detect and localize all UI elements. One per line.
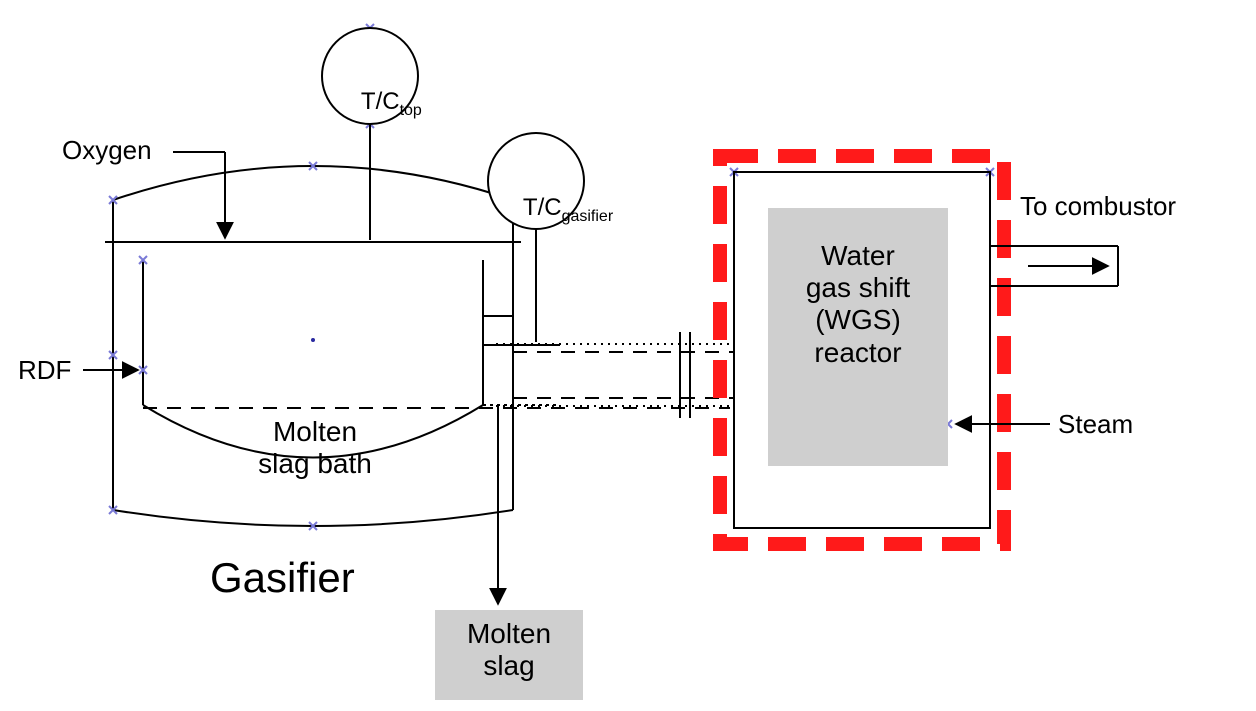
tc-gasifier [488, 133, 584, 342]
tc-gas-sub: gasifier [562, 207, 614, 224]
diagram-canvas [0, 0, 1256, 711]
tc-gas-main: T/C [523, 194, 562, 221]
label-oxygen: Oxygen [62, 136, 152, 166]
tc-top-main: T/C [361, 88, 400, 115]
label-gasifier: Gasifier [210, 554, 355, 602]
gas-duct [483, 316, 734, 418]
label-wgs: Water gas shift (WGS) reactor [768, 240, 948, 369]
label-molten-slag: Molten slag [435, 618, 583, 682]
label-steam: Steam [1058, 410, 1133, 440]
oxygen-inlet [173, 152, 225, 238]
tc-top-sub: top [400, 101, 422, 118]
label-tc-gasifier: T/Cgasifier [510, 166, 613, 226]
label-tc-top: T/Ctop [348, 60, 422, 120]
label-to-combustor: To combustor [1020, 192, 1176, 222]
label-rdf: RDF [18, 356, 71, 386]
label-molten-slag-bath: Molten slag bath [230, 416, 400, 480]
